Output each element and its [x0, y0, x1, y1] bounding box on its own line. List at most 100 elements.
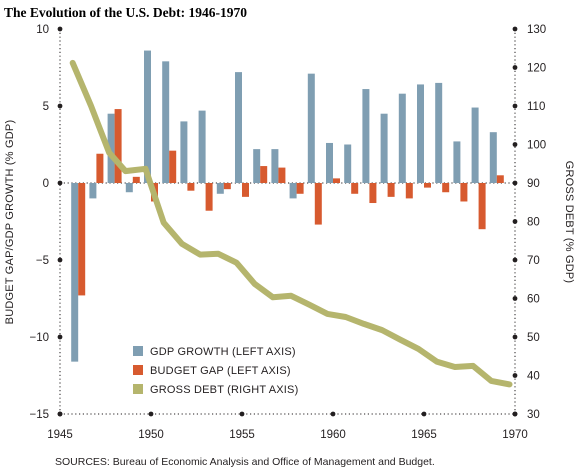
y-right-tick-dot — [512, 296, 518, 301]
x-tick-dot — [330, 411, 336, 417]
y-right-tick-dot — [512, 65, 518, 70]
x-tick-label: 1950 — [138, 429, 164, 441]
line-series — [69, 59, 513, 388]
legend-swatch — [133, 346, 143, 356]
gdp-growth-bar — [417, 84, 424, 183]
legend-label: GROSS DEBT (RIGHT AXIS) — [150, 384, 298, 396]
budget-gap-bar — [114, 109, 122, 183]
axes — [57, 26, 518, 417]
gdp-growth-bar — [471, 107, 479, 183]
gdp-growth-bar — [362, 89, 370, 183]
y-right-tick-label: 120 — [527, 63, 546, 75]
gdp-growth-bar — [453, 141, 461, 183]
gdp-growth-bar — [489, 132, 497, 183]
y-left-tick-label: 10 — [36, 24, 49, 36]
budget-gap-bar — [478, 183, 486, 230]
legend-swatch — [133, 365, 143, 375]
y-left-tick-dot — [57, 180, 63, 186]
gdp-growth-bar — [253, 149, 261, 183]
gdp-growth-bar — [71, 183, 79, 362]
y-right-tick-label: 100 — [527, 140, 546, 152]
budget-gap-bar — [78, 183, 86, 296]
gdp-growth-bar — [216, 183, 224, 194]
budget-gap-bar — [96, 153, 104, 183]
gdp-growth-bar — [344, 144, 352, 183]
y-left-tick-dot — [57, 334, 63, 340]
budget-gap-bar — [187, 183, 195, 191]
budget-gap-bar — [169, 150, 177, 183]
tick-labels: 1050−5−10−151301201101009080706050403019… — [29, 24, 546, 441]
gdp-growth-bar — [107, 113, 115, 183]
y-right-tick-dot — [512, 26, 518, 32]
gdp-growth-bar — [162, 61, 170, 184]
budget-gap-bar — [296, 183, 304, 194]
budget-gap-bar — [314, 183, 322, 225]
y-right-tick-label: 50 — [527, 332, 540, 344]
gdp-growth-bar — [435, 82, 443, 183]
y-left-tick-label: 5 — [43, 101, 49, 113]
gdp-growth-bar — [271, 149, 279, 183]
x-tick-label: 1945 — [47, 429, 73, 441]
budget-gap-bar — [223, 183, 231, 190]
y-right-tick-dot — [512, 257, 518, 263]
y-left-tick-dot — [57, 26, 63, 32]
gdp-growth-bar — [307, 73, 315, 183]
gdp-growth-bar — [398, 93, 406, 183]
gross-debt-line — [69, 59, 513, 388]
legend-swatch — [133, 384, 143, 394]
y-right-tick-dot — [512, 103, 518, 109]
gdp-growth-bar — [125, 183, 133, 193]
budget-gap-bar — [442, 183, 450, 193]
x-tick-label: 1955 — [229, 429, 255, 441]
gdp-growth-bar — [326, 142, 333, 183]
y-right-tick-label: 30 — [527, 409, 540, 421]
gdp-growth-bar — [89, 183, 97, 199]
budget-gap-bar — [260, 166, 268, 183]
y-right-tick-dot — [512, 180, 518, 186]
budget-gap-bar — [424, 183, 431, 188]
y-axis-left-label: BUDGET GAP/GDP GROWTH (% GDP) — [4, 120, 16, 325]
x-tick-dot — [57, 411, 63, 417]
gdp-growth-bar — [235, 72, 242, 183]
budget-gap-bar — [496, 175, 504, 183]
bar-series — [71, 50, 504, 362]
y-left-tick-label: −5 — [36, 255, 49, 267]
x-tick-label: 1970 — [502, 429, 528, 441]
budget-gap-bar — [132, 176, 140, 183]
x-tick-label: 1965 — [411, 429, 437, 441]
legend-label: BUDGET GAP (LEFT AXIS) — [150, 365, 291, 377]
budget-gap-bar — [369, 183, 377, 204]
y-left-tick-label: −15 — [29, 409, 49, 421]
x-tick-label: 1960 — [320, 429, 346, 441]
y-right-tick-label: 90 — [527, 178, 540, 190]
gdp-growth-bar — [180, 121, 188, 183]
budget-gap-bar — [460, 183, 468, 202]
x-tick-dot — [148, 411, 154, 417]
y-left-tick-label: −10 — [29, 332, 49, 344]
y-right-tick-dot — [512, 334, 518, 340]
budget-gap-bar — [387, 183, 395, 197]
y-right-tick-label: 60 — [527, 294, 540, 306]
gdp-growth-bar — [380, 113, 388, 183]
gdp-growth-bar — [198, 110, 206, 183]
y-right-tick-dot — [512, 373, 518, 378]
budget-gap-bar — [278, 167, 286, 183]
x-tick-dot — [421, 411, 427, 417]
y-right-tick-label: 40 — [527, 371, 540, 383]
gdp-growth-bar — [289, 183, 297, 199]
y-right-tick-label: 110 — [527, 101, 545, 113]
budget-gap-bar — [333, 178, 340, 183]
y-right-tick-dot — [512, 219, 518, 224]
y-left-tick-dot — [57, 257, 63, 263]
gdp-growth-bar — [144, 50, 151, 184]
x-tick-dot — [512, 411, 518, 417]
x-tick-dot — [239, 411, 245, 417]
y-right-tick-label: 80 — [527, 217, 540, 229]
y-left-tick-label: 0 — [43, 178, 49, 190]
y-right-tick-label: 70 — [527, 255, 540, 267]
chart-title: The Evolution of the U.S. Debt: 1946-197… — [4, 5, 247, 20]
source-note: SOURCES: Bureau of Economic Analysis and… — [55, 456, 435, 468]
budget-gap-bar — [351, 183, 359, 194]
budget-gap-bar — [242, 183, 249, 197]
